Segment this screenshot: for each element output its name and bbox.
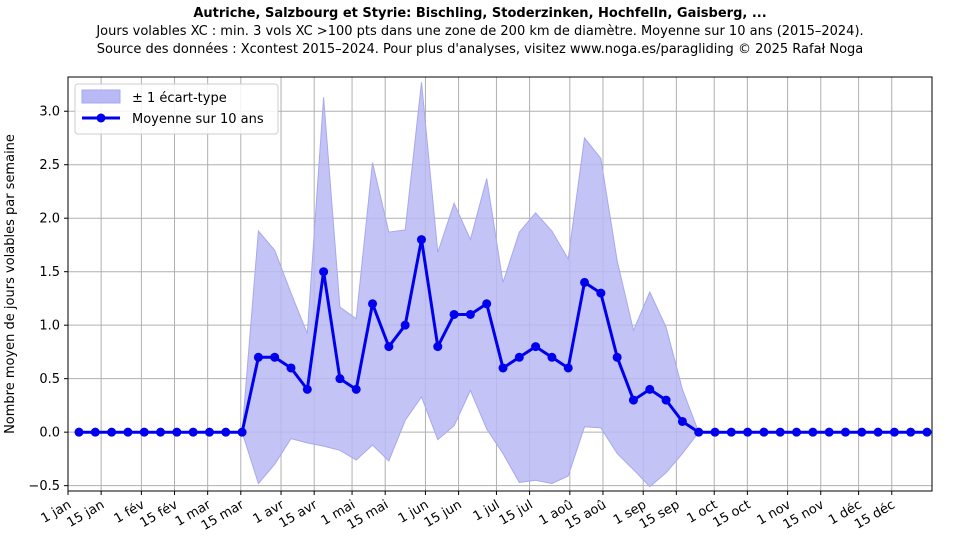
mean-point <box>302 384 312 394</box>
std-band-layer <box>79 82 927 488</box>
mean-point <box>628 395 638 405</box>
mean-point <box>74 427 84 437</box>
x-tick-label: 15 jun <box>422 497 465 530</box>
mean-point <box>188 427 198 437</box>
mean-point <box>270 352 280 362</box>
y-tick-label: 1.5 <box>39 265 60 280</box>
mean-point <box>253 352 263 362</box>
mean-point <box>596 288 606 298</box>
mean-point <box>514 352 524 362</box>
x-tick-label: 15 jan <box>65 497 108 530</box>
legend-box <box>74 83 279 135</box>
mean-point <box>612 352 622 362</box>
mean-point <box>465 309 475 319</box>
mean-point <box>107 427 117 437</box>
mean-point <box>221 427 231 437</box>
mean-point <box>824 427 834 437</box>
y-tick-label: 0.5 <box>39 372 60 387</box>
mean-point <box>580 277 590 287</box>
mean-point <box>645 384 655 394</box>
mean-point <box>547 352 557 362</box>
mean-point <box>694 427 704 437</box>
legend-line-label: Moyenne sur 10 ans <box>132 112 264 127</box>
y-tick-label: 1.0 <box>39 319 60 334</box>
mean-point <box>775 427 785 437</box>
mean-point <box>368 299 378 309</box>
legend: ± 1 écart-type Moyenne sur 10 ans <box>74 83 279 135</box>
mean-point <box>286 363 296 373</box>
mean-point <box>384 342 394 352</box>
mean-point <box>139 427 149 437</box>
y-tick-label: 2.5 <box>39 158 60 173</box>
chart-title: Autriche, Salzbourg et Styrie: Bischling… <box>193 6 766 21</box>
mean-point <box>172 427 182 437</box>
x-tick-label: 15 avr <box>277 497 321 531</box>
x-tick-label: 1 jul <box>471 497 503 524</box>
mean-point <box>123 427 133 437</box>
mean-point <box>204 427 214 437</box>
mean-point <box>90 427 100 437</box>
mean-point <box>922 427 932 437</box>
mean-point <box>449 309 459 319</box>
mean-point <box>726 427 736 437</box>
y-tick-label: −0.5 <box>28 479 60 494</box>
std-band <box>79 82 927 488</box>
mean-point <box>400 320 410 330</box>
x-tick-label: 15 oct <box>710 497 753 530</box>
mean-point <box>873 427 883 437</box>
mean-point <box>857 427 867 437</box>
x-tick-label: 15 fév <box>138 497 181 531</box>
mean-point <box>416 235 426 245</box>
y-tick-label: 0.0 <box>39 426 60 441</box>
mean-point <box>563 363 573 373</box>
mean-point <box>840 427 850 437</box>
mean-point <box>792 427 802 437</box>
mean-point <box>482 299 492 309</box>
y-tick-label: 3.0 <box>39 105 60 120</box>
mean-point <box>156 427 166 437</box>
chart-subtitle-1: Jours volables XC : min. 3 vols XC >100 … <box>95 24 863 39</box>
mean-line-layer <box>74 235 932 437</box>
mean-point <box>889 427 899 437</box>
mean-point <box>759 427 769 437</box>
legend-line-marker <box>96 113 106 123</box>
mean-point <box>808 427 818 437</box>
mean-point <box>498 363 508 373</box>
y-axis: −0.5 0.0 0.5 1.0 1.5 2.0 2.5 3.0 <box>28 105 68 494</box>
mean-point <box>743 427 753 437</box>
chart-subtitle-2: Source des données : Xcontest 2015–2024.… <box>97 42 864 57</box>
mean-point <box>661 395 671 405</box>
legend-band-swatch <box>81 89 121 104</box>
y-tick-label: 2.0 <box>39 212 60 227</box>
mean-point <box>237 427 247 437</box>
mean-point <box>531 342 541 352</box>
mean-point <box>351 384 361 394</box>
x-tick-label: 15 jul <box>497 497 536 528</box>
plot-frame <box>67 76 933 492</box>
legend-band-label: ± 1 écart-type <box>132 91 227 106</box>
mean-point <box>677 416 687 426</box>
mean-point <box>710 427 720 437</box>
mean-point <box>319 267 329 277</box>
mean-point <box>335 374 345 384</box>
y-axis-label: Nombre moyen de jours volables par semai… <box>3 134 18 434</box>
mean-point <box>906 427 916 437</box>
mean-point <box>433 342 443 352</box>
